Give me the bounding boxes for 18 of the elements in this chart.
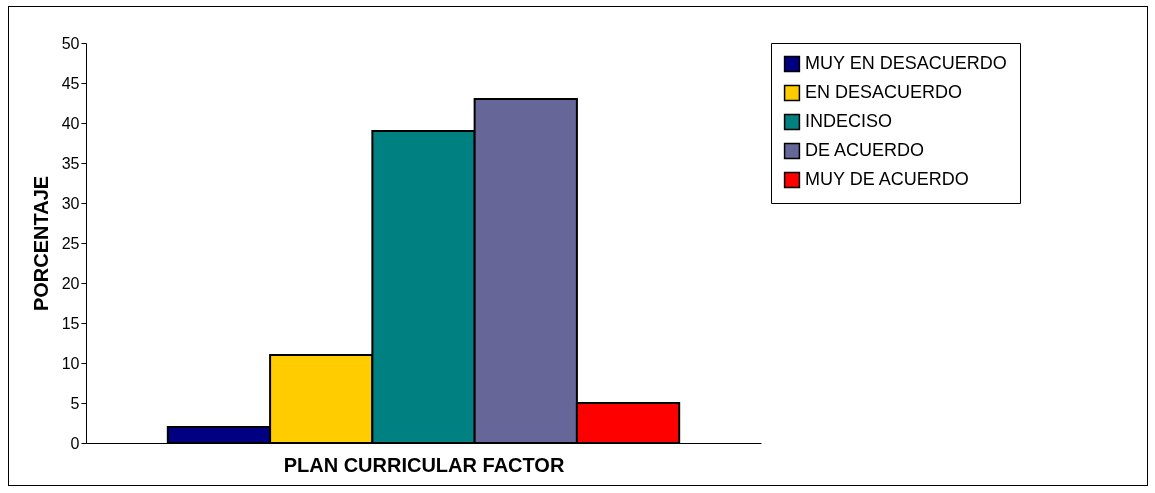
y-tick-label: 10 (61, 354, 80, 372)
y-tick-label: 20 (61, 274, 80, 292)
y-tick-label: 40 (61, 114, 80, 132)
y-tick-label: 35 (61, 154, 80, 172)
y-tick-label: 50 (61, 34, 80, 52)
legend-label: MUY DE ACUERDO (805, 169, 969, 189)
y-tick-label: 15 (61, 314, 80, 332)
y-tick-label: 0 (70, 434, 80, 452)
legend-label: MUY EN DESACUERDO (805, 53, 1007, 73)
y-tick-label: 30 (61, 194, 80, 212)
y-tick-label: 45 (61, 74, 80, 92)
legend-label: INDECISO (805, 111, 893, 131)
x-axis-title: PLAN CURRICULAR FACTOR (283, 453, 565, 476)
y-axis-title: PORCENTAJE (29, 175, 52, 312)
y-tick-label: 5 (70, 394, 80, 412)
legend-label: EN DESACUERDO (805, 82, 963, 102)
legend-label: DE ACUERDO (805, 140, 925, 160)
y-tick-label: 25 (61, 234, 80, 252)
